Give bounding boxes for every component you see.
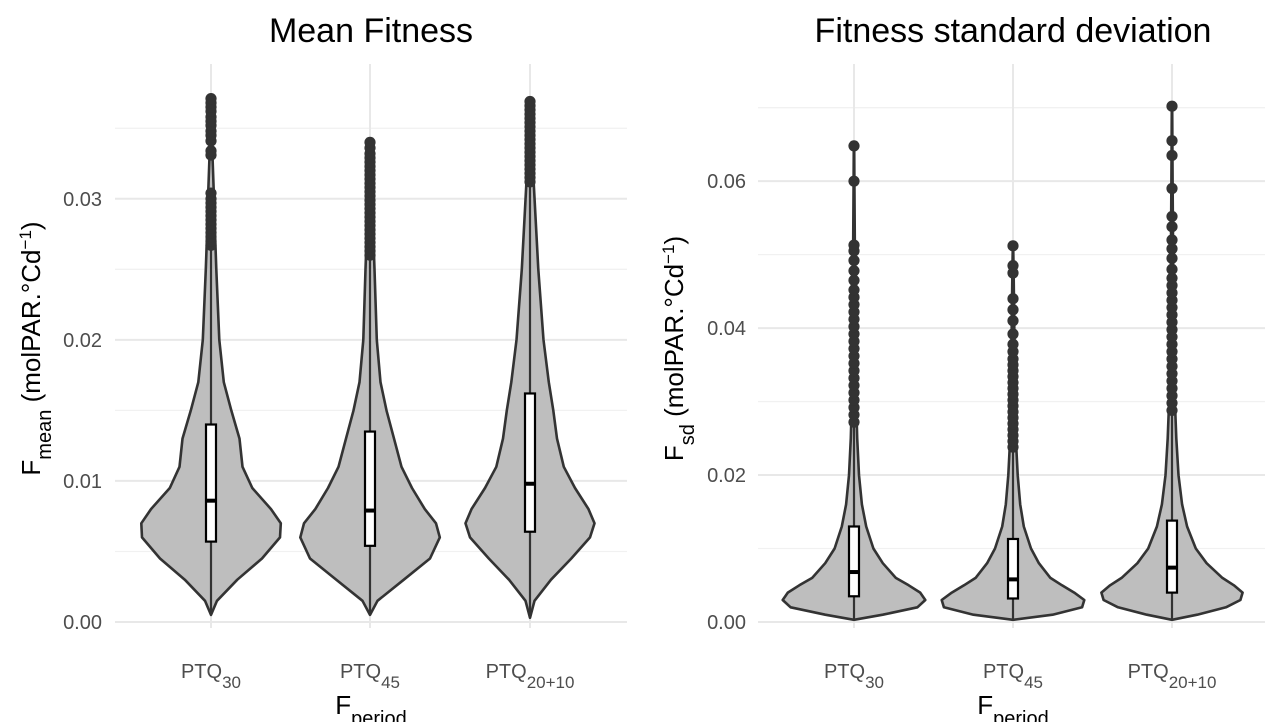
outlier-point [1166,210,1178,223]
outlier-point [524,95,536,108]
x-axis-label-main: F [335,690,351,720]
y-tick-label: 0.06 [707,171,746,193]
x-tick-label: PTQ45 [983,661,1043,692]
x-axis-label: Fperiod [335,690,407,722]
x-tick-subscript: 20+10 [1169,673,1217,692]
violin-group-ptq20plus10 [464,95,596,620]
iqr-box [1165,519,1179,594]
y-axis-label-main: F [16,460,46,476]
x-tick-subscript: 30 [222,673,241,692]
outlier-point [848,239,860,251]
outlier-point [848,284,860,296]
outlier-point [848,175,860,187]
x-tick-subscript: 20+10 [527,673,575,692]
outlier-point [1166,149,1178,162]
outlier-point [848,265,860,277]
x-tick-subscript: 45 [1024,673,1043,692]
outlier-point [1007,338,1019,350]
outlier-point [848,254,860,267]
outlier-point [1007,328,1019,340]
x-tick-label: PTQ20+10 [1128,661,1217,692]
y-axis-label-subscript: sd [677,424,699,445]
outlier-point [205,145,217,157]
y-tick-label: 0.02 [63,330,102,352]
y-axis-label: Fmean (molPAR.°Cd−1) [16,221,57,475]
outlier-point [1166,182,1178,195]
y-axis-label-close: ) [659,236,689,245]
y-axis-label-close: ) [16,221,46,230]
outlier-point [1007,315,1019,327]
x-axis-label-subscript: period [351,708,407,722]
y-axis-label: Fsd (molPAR.°Cd−1) [659,236,700,461]
outlier-point [1166,243,1178,255]
outlier-point [205,187,217,199]
x-axis-label-main: F [977,690,993,720]
x-tick-main: PTQ [824,661,865,683]
x-axis-label-subscript: period [993,708,1049,722]
y-axis-label-superscript: −1 [16,230,35,249]
x-axis-label: Fperiod [977,690,1049,722]
outlier-point [1166,272,1178,284]
outlier-point [1007,293,1019,305]
x-tick-main: PTQ [340,661,381,683]
outlier-point [1007,260,1019,272]
y-tick-label: 0.02 [707,465,746,487]
panel-title: Fitness standard deviation [815,12,1212,50]
violin-group-ptq45 [940,240,1086,622]
x-tick-main: PTQ [1128,661,1169,683]
violin-group-ptq30 [140,93,283,617]
iqr-box [523,392,537,533]
panel-title: Mean Fitness [269,12,473,50]
x-tick-label: PTQ45 [340,661,400,692]
y-tick-label: 0.00 [707,612,746,634]
x-tick-label: PTQ30 [181,661,241,692]
y-tick-label: 0.03 [63,189,102,211]
iqr-box [204,423,218,543]
y-tick-label: 0.04 [707,318,746,340]
y-axis-label-subscript: mean [34,410,56,460]
violin-group-ptq20plus10 [1100,100,1244,622]
outlier-point [1166,263,1178,275]
outlier-point [848,140,860,152]
iqr-box [847,525,861,598]
x-tick-main: PTQ [983,661,1024,683]
outlier-point [1166,100,1178,112]
violin-group-ptq45 [299,136,442,617]
y-axis-label-main: F [659,445,689,461]
y-axis-label-superscript: −1 [659,245,678,264]
x-tick-main: PTQ [181,661,222,683]
outlier-point [1166,221,1178,233]
outlier-point [205,93,217,105]
x-tick-subscript: 30 [865,673,884,692]
iqr-box [1006,537,1020,600]
y-axis-label-units: (molPAR.°Cd [16,249,46,409]
outlier-point [1007,304,1019,316]
outlier-point [848,274,860,286]
y-tick-label: 0.00 [63,612,102,634]
violin-group-ptq30 [781,140,927,622]
x-tick-main: PTQ [486,661,527,683]
x-tick-label: PTQ30 [824,661,884,692]
y-tick-label: 0.01 [63,471,102,493]
outlier-point [364,136,376,148]
x-tick-subscript: 45 [381,673,400,692]
iqr-box [363,430,377,547]
y-axis-label-units: (molPAR.°Cd [659,264,689,424]
outlier-point [1166,252,1178,264]
outlier-point [1166,234,1178,246]
outlier-point [1007,240,1019,252]
outlier-point [1166,135,1178,147]
x-tick-label: PTQ20+10 [486,661,575,692]
